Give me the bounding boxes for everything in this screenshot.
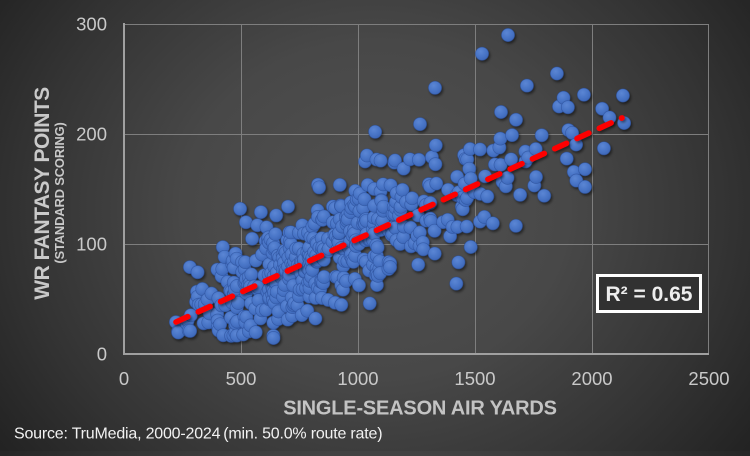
svg-text:1500: 1500: [454, 368, 495, 389]
svg-text:2000: 2000: [571, 368, 612, 389]
svg-text:0: 0: [119, 368, 129, 389]
svg-text:Source: TruMedia, 2000-2024 (m: Source: TruMedia, 2000-2024 (min. 50.0% …: [14, 426, 382, 443]
svg-text:200: 200: [76, 124, 107, 145]
svg-text:(STANDARD SCORING): (STANDARD SCORING): [52, 122, 67, 263]
svg-text:2500: 2500: [688, 368, 729, 389]
svg-text:1000: 1000: [337, 368, 378, 389]
svg-text:WR FANTASY POINTS: WR FANTASY POINTS: [31, 87, 54, 300]
svg-text:0: 0: [97, 344, 107, 365]
svg-text:R² = 0.65: R² = 0.65: [606, 283, 693, 306]
svg-text:100: 100: [76, 234, 107, 255]
svg-text:SINGLE-SEASON AIR YARDS: SINGLE-SEASON AIR YARDS: [283, 398, 557, 420]
svg-text:500: 500: [226, 368, 257, 389]
svg-text:300: 300: [76, 14, 107, 35]
